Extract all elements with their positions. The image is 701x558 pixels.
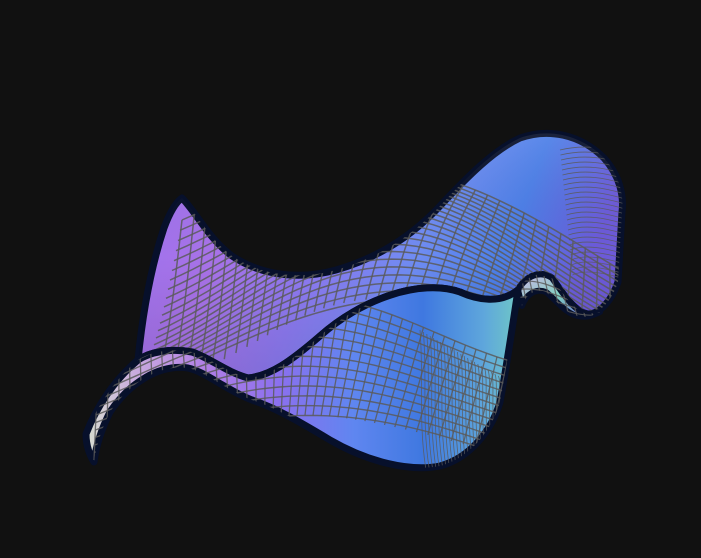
front-grid-v-line [345, 307, 372, 419]
front-grid-v-line [337, 304, 362, 418]
back-dense-hatch [563, 186, 623, 195]
front-dense-hatch [419, 329, 427, 468]
front-grid-v-line [364, 314, 393, 422]
back-dense-hatch [566, 211, 623, 220]
front-grid-v-line [462, 353, 488, 445]
front-dense-hatch [440, 341, 447, 468]
back-dense-hatch [567, 226, 623, 235]
back-grid-v-line [416, 185, 464, 301]
back-dense-hatch [568, 231, 623, 240]
front-grid-v-line [415, 336, 446, 433]
front-dense-hatch [433, 337, 440, 468]
front-grid-v-line [394, 327, 425, 428]
front-dense-hatch [446, 345, 454, 468]
front-dense-hatch [443, 343, 451, 468]
back-grid-v-line [461, 200, 501, 306]
back-grid-v-line [477, 206, 513, 309]
front-dense-hatch [426, 333, 434, 468]
front-dense-hatch [457, 351, 464, 468]
back-dense-hatch [564, 191, 623, 200]
front-dense-hatch [423, 331, 430, 468]
front-grid-v-line [383, 322, 414, 426]
back-dense-hatch [568, 236, 623, 245]
front-grid-v-line [404, 331, 435, 430]
front-grid-v-line [328, 302, 351, 417]
front-grid-v-line [354, 310, 383, 420]
back-dense-hatch [563, 181, 623, 190]
back-dense-hatch [564, 196, 623, 205]
back-dense-hatch [565, 201, 623, 210]
back-dense-hatch [567, 221, 623, 230]
front-dense-hatch [429, 335, 437, 468]
front-dense-hatch [453, 349, 461, 468]
front-dense-hatch [436, 339, 444, 468]
front-grid-v-line [373, 318, 404, 424]
front-dense-hatch [450, 347, 457, 468]
back-dense-hatch [565, 206, 623, 215]
back-grid-v-line [446, 194, 489, 304]
back-dense-hatch [566, 216, 623, 225]
back-grid-v-line [431, 189, 476, 302]
back-grid-v-line [621, 270, 623, 349]
